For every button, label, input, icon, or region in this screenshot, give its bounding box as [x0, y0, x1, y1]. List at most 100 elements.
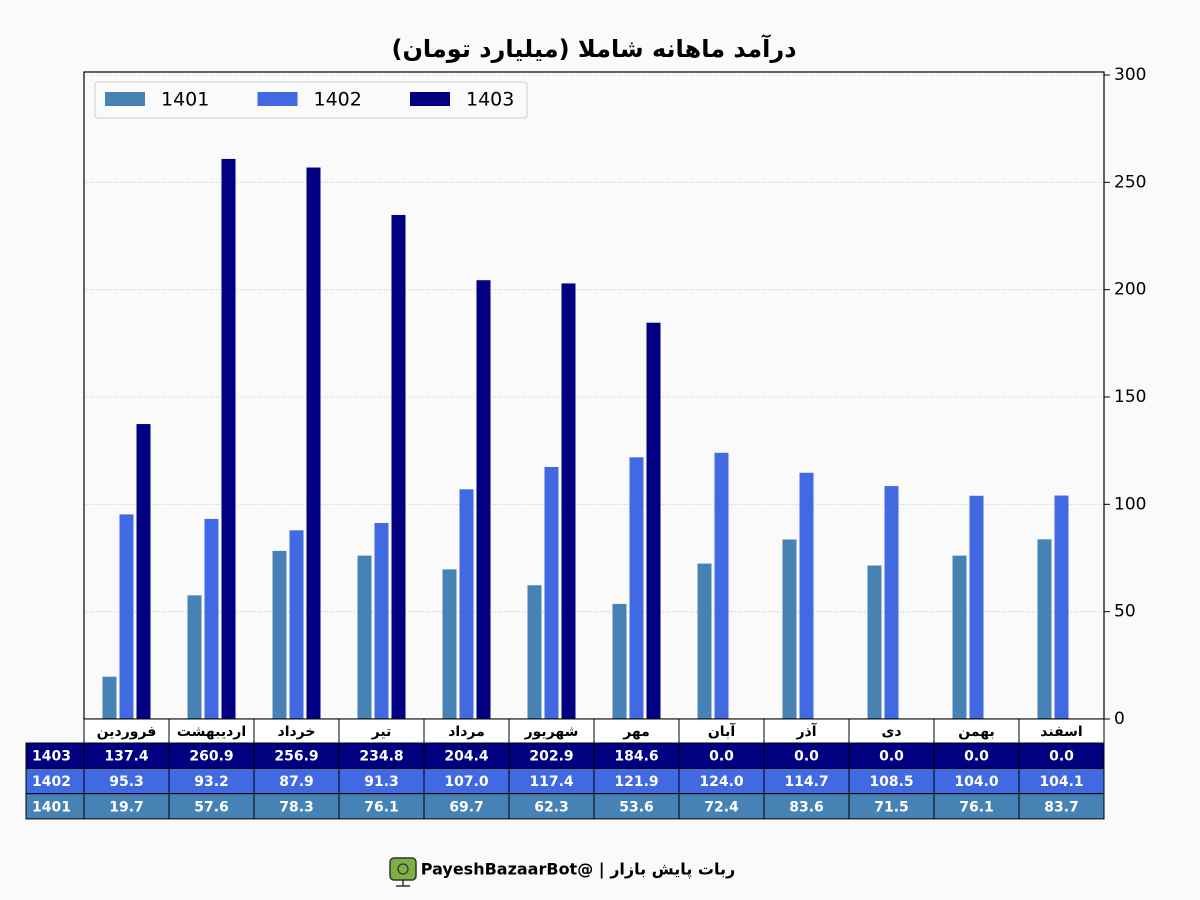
table-cell-text: 71.5 — [874, 799, 909, 815]
x-tick-label: خرداد — [278, 724, 316, 740]
x-tick-label: اردیبهشت — [177, 724, 246, 740]
chart-title: درآمد ماهانه شاملا (میلیارد تومان) — [391, 34, 796, 63]
y-tick-label: 50 — [1114, 602, 1136, 622]
table-cell-text: 57.6 — [194, 799, 229, 815]
table-cell-text: 0.0 — [709, 749, 734, 765]
bar — [119, 514, 134, 719]
table-cell — [83, 767, 170, 795]
x-tick-label: بهمن — [958, 724, 994, 740]
table-cell-text: 0.0 — [879, 749, 904, 765]
bar — [187, 595, 202, 719]
bar — [442, 569, 457, 719]
table-cell-text: 108.5 — [869, 774, 913, 790]
table-cell — [168, 767, 255, 795]
bar — [952, 555, 967, 719]
bar — [867, 565, 882, 719]
x-tick-label: اسفند — [1040, 724, 1082, 740]
bar — [969, 495, 984, 719]
table-cell-text: 202.9 — [529, 749, 573, 765]
table-cell — [83, 742, 170, 769]
table-cell — [253, 742, 340, 769]
table-cell — [678, 793, 765, 820]
footer: ربات پایش بازار | @PayeshBazaarBot — [421, 860, 735, 880]
x-tick-label: شهریور — [524, 724, 579, 740]
bar — [782, 539, 797, 719]
table-row-label: 1401 — [32, 799, 71, 815]
table-cell — [423, 767, 510, 795]
legend-box — [94, 81, 528, 119]
table-cell-text: 0.0 — [1049, 749, 1074, 765]
table-cell — [593, 767, 680, 795]
x-tick-label: مرداد — [448, 724, 485, 740]
table: فروردین اردیبهشت خرداد تیر مرداد شهریور مهر آبا… — [25, 718, 1105, 820]
bar — [527, 585, 542, 719]
table-cell — [593, 793, 680, 820]
table-cell-text: 53.6 — [619, 799, 654, 815]
table-cell-text: 69.7 — [449, 799, 484, 815]
table-header-cell — [168, 718, 255, 744]
legend: 1401 1402 1403 — [94, 81, 528, 119]
table-cell-text: 76.1 — [364, 799, 399, 815]
table-header-cell — [593, 718, 680, 744]
table-cell — [83, 793, 170, 820]
bar — [221, 158, 236, 719]
bar — [697, 563, 712, 719]
bar — [289, 530, 304, 719]
bar — [476, 280, 491, 719]
bar — [1037, 539, 1052, 719]
table-cell-text: 19.7 — [109, 799, 144, 815]
table-header-cell — [423, 718, 510, 744]
table-cell — [848, 767, 935, 795]
bar — [561, 283, 576, 719]
table-header-cell — [508, 718, 595, 744]
table-cell — [678, 767, 765, 795]
table-header-cell — [338, 718, 425, 744]
table-cell — [338, 742, 425, 769]
table-cell-text: 124.0 — [699, 774, 744, 790]
table-cell — [763, 742, 850, 769]
table-row-label-cell — [25, 793, 85, 820]
legend-label: 1402 — [314, 89, 362, 111]
table-cell-text: 83.7 — [1044, 799, 1079, 815]
bar — [459, 489, 474, 719]
table-row-label: 1403 — [32, 749, 71, 765]
bar — [799, 472, 814, 719]
x-tick-label: فروردین — [97, 724, 157, 740]
y-tick-label: 300 — [1114, 65, 1146, 85]
table-cell-text: 104.1 — [1039, 774, 1083, 790]
table-cell-text: 62.3 — [534, 799, 569, 815]
bar — [629, 457, 644, 719]
bar — [714, 452, 729, 719]
footer-icon — [389, 857, 417, 887]
table-cell — [763, 767, 850, 795]
bar — [306, 167, 321, 719]
x-tick-label: دی — [881, 724, 901, 740]
table-header-cell — [253, 718, 340, 744]
x-tick-label: آذر — [795, 722, 817, 740]
table-cell-text: 95.3 — [109, 774, 144, 790]
table-cell-text: 256.9 — [274, 749, 318, 765]
bar — [1054, 495, 1069, 719]
table-row-label-cell — [25, 742, 85, 769]
bar — [272, 550, 287, 719]
table-cell-text: 184.6 — [614, 749, 658, 765]
table-cell — [593, 742, 680, 769]
bar — [646, 322, 661, 719]
table-cell-text: 104.0 — [954, 774, 999, 790]
table-cell-text: 0.0 — [964, 749, 989, 765]
table-cell — [678, 742, 765, 769]
y-tick-label: 250 — [1114, 172, 1146, 192]
bar — [136, 424, 151, 719]
x-tick-label: تیر — [371, 724, 392, 740]
bar — [204, 518, 219, 719]
bar — [374, 523, 389, 719]
y-tick-label: 200 — [1114, 280, 1146, 300]
table-cell — [933, 742, 1020, 769]
table-cell-text: 107.0 — [444, 774, 489, 790]
bar — [884, 486, 899, 719]
x-tick-label: مهر — [622, 724, 650, 740]
y-tick-label: 0 — [1114, 709, 1125, 729]
table-cell-text: 91.3 — [364, 774, 399, 790]
table-cell-text: 72.4 — [704, 799, 739, 815]
